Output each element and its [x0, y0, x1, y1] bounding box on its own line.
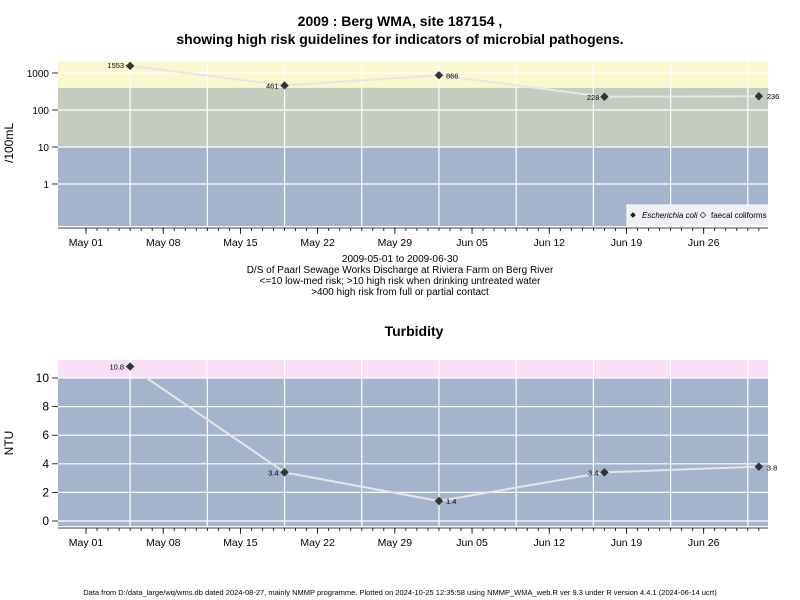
risk-note-1: <=10 low-med risk; >10 high risk when dr… — [259, 276, 541, 287]
y-tick-label: 10 — [38, 143, 50, 154]
x-tick-label: Jun 19 — [611, 237, 643, 249]
legend-box — [626, 204, 769, 227]
x-tick-label: Jun 05 — [456, 237, 488, 249]
x-tick-label: Jun 12 — [533, 537, 565, 549]
data-label: 866 — [446, 71, 459, 80]
y-tick-label: 0 — [42, 514, 49, 528]
y-tick-label: 100 — [32, 106, 49, 117]
y-tick-label: 6 — [42, 428, 49, 442]
y-tick-label: 4 — [42, 457, 49, 471]
legend-label-faecal: faecal coliforms — [711, 211, 767, 220]
y-axis-label: /100mL — [2, 123, 16, 163]
date-range-note: 2009-05-01 to 2009-06-30 — [341, 254, 459, 265]
x-tick-label: May 01 — [69, 537, 104, 549]
legend-marker-ecoli — [630, 212, 636, 218]
data-label: 228 — [587, 93, 600, 102]
x-tick-label: May 22 — [300, 237, 335, 249]
data-label: 3.4 — [588, 468, 598, 477]
legend-marker-faecal — [699, 211, 707, 219]
x-tick-label: May 08 — [146, 537, 181, 549]
data-label: 3.8 — [767, 464, 777, 473]
x-tick-label: Jun 26 — [688, 537, 720, 549]
risk-band-1 — [58, 87, 768, 147]
legend: Escherichia coli faecal coliforms — [626, 204, 769, 227]
y-tick-label: 1000 — [27, 69, 50, 80]
risk-note-2: >400 high risk from full or partial cont… — [311, 287, 489, 298]
data-label: 236 — [767, 92, 780, 101]
data-point — [754, 462, 764, 471]
risk-band-1 — [58, 360, 768, 378]
x-tick-label: Jun 26 — [688, 237, 720, 249]
y-tick-label: 1 — [43, 180, 49, 191]
ecoli-chart: May 01 May 08 May 15 May 22 May 29 Jun 05 Jun … — [2, 60, 779, 249]
x-tick-label: May 29 — [378, 237, 413, 249]
x-tick-label: May 15 — [223, 537, 258, 549]
data-label: 1553 — [107, 61, 124, 70]
data-label: 3.4 — [268, 468, 278, 477]
turbidity-chart: Turbidity May 01 May 08 May 15 May 22 May 29 J… — [2, 323, 777, 549]
x-tick-label: May 15 — [223, 237, 258, 249]
data-point — [434, 71, 444, 80]
y-tick-label: 2 — [42, 485, 49, 499]
y-tick-label: 8 — [42, 400, 49, 414]
x-tick-label: Jun 19 — [611, 537, 643, 549]
chart-title-line1: 2009 : Berg WMA, site 187154 , — [297, 13, 503, 29]
footer-note: Data from D:/data_large/wq/wms.db dated … — [83, 588, 717, 597]
x-tick-label: Jun 05 — [456, 537, 488, 549]
x-tick-label: May 22 — [300, 537, 335, 549]
data-point — [280, 81, 289, 90]
x-tick-label: May 29 — [378, 537, 413, 549]
x-tick-label: May 01 — [69, 237, 104, 249]
data-label: 10.8 — [110, 363, 125, 372]
legend-label-ecoli: Escherichia coli — [642, 211, 698, 220]
location-note: D/S of Paarl Sewage Works Discharge at R… — [246, 265, 554, 276]
data-point — [280, 468, 289, 477]
x-tick-label: Jun 12 — [533, 237, 565, 249]
turbidity-title: Turbidity — [385, 323, 444, 339]
data-label: 1.4 — [446, 497, 456, 506]
risk-band-2 — [58, 61, 768, 88]
y-axis-label: NTU — [2, 431, 16, 456]
data-point — [600, 468, 609, 477]
chart-title-line2: showing high risk guidelines for indicat… — [176, 31, 624, 47]
risk-band-0 — [58, 378, 768, 526]
data-label: 461 — [266, 81, 279, 90]
x-tick-label: May 08 — [146, 237, 181, 249]
y-tick-label: 10 — [36, 371, 50, 385]
data-point — [434, 496, 444, 506]
